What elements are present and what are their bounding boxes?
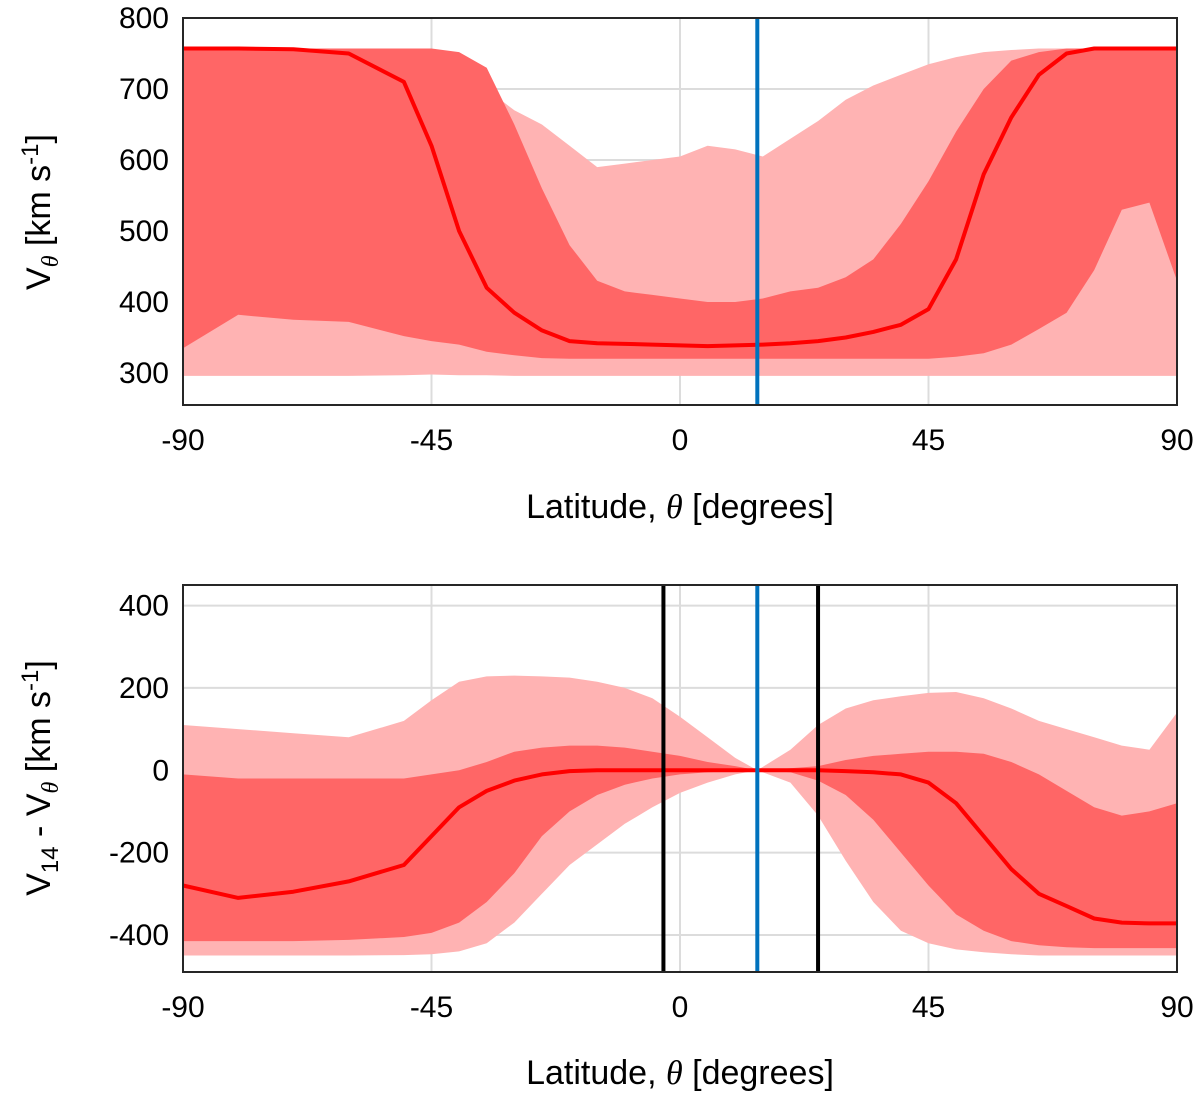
bottom-y-tick-label: 200 — [119, 672, 169, 705]
top-tick-labels: -90 -45 0 45 90 300 400 500 600 700 800 — [119, 2, 1194, 457]
bottom-plot-frame — [182, 584, 1178, 973]
bottom-x-axis-label: Latitude, θ [degrees] — [526, 1054, 834, 1092]
top-y-tick-label: 300 — [119, 357, 169, 390]
top-x-tick-label: 90 — [1160, 424, 1193, 457]
top-bands — [183, 46, 1177, 376]
bottom-bands — [182, 675, 1177, 956]
top-plot-frame — [182, 17, 1178, 406]
bottom-x-tick-label: 0 — [672, 991, 689, 1024]
bottom-vertical-lines — [661, 585, 821, 972]
top-x-tick-label: -45 — [410, 424, 453, 457]
bottom-inner-band — [183, 745, 1177, 949]
top-x-tick-label: 45 — [912, 424, 945, 457]
bottom-x-tick-label: -90 — [161, 991, 204, 1024]
bottom-y-tick-label: -400 — [109, 919, 169, 952]
top-y-tick-label: 800 — [119, 2, 169, 35]
top-y-tick-label: 400 — [119, 286, 169, 319]
top-y-axis-label: Vθ [km s-1] — [17, 134, 64, 290]
top-y-tick-label: 500 — [119, 215, 169, 248]
top-x-tick-label: 0 — [672, 424, 689, 457]
top-inner-band — [183, 48, 1177, 359]
top-median-line — [183, 46, 1177, 349]
bottom-y-tick-label: 400 — [119, 590, 169, 623]
bottom-panel: -90 -45 0 45 90 -400 -200 0 200 400 Latitude, θ [… — [17, 584, 1194, 1092]
bottom-x-tick-label: 45 — [912, 991, 945, 1024]
bottom-y-axis-label: V14 - Vθ [km s-1] — [17, 660, 64, 896]
top-y-tick-label: 700 — [119, 73, 169, 106]
top-x-tick-label: -90 — [161, 424, 204, 457]
bottom-x-tick-label: -45 — [410, 991, 453, 1024]
top-y-tick-label: 600 — [119, 144, 169, 177]
bottom-y-tick-label: 0 — [152, 754, 169, 787]
bottom-median-line — [182, 768, 1177, 926]
top-x-axis-label: Latitude, θ [degrees] — [526, 488, 834, 526]
bottom-x-tick-label: 90 — [1160, 991, 1193, 1024]
bottom-tick-labels: -90 -45 0 45 90 -400 -200 0 200 400 — [109, 590, 1194, 1024]
bottom-y-tick-label: -200 — [109, 837, 169, 870]
top-panel: -90 -45 0 45 90 300 400 500 600 700 800 Latitude, … — [17, 2, 1194, 526]
